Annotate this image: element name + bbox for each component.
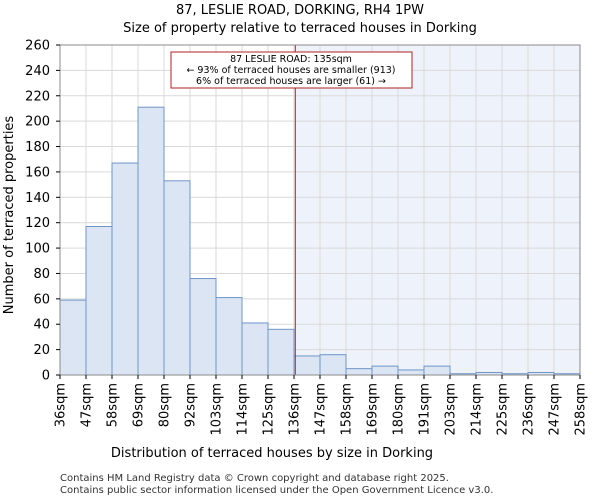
y-tick-label: 140: [25, 191, 50, 206]
x-axis-label: Distribution of terraced houses by size …: [111, 446, 433, 461]
x-tick-label: 36sqm: [54, 383, 69, 427]
bar-191sqm: [423, 365, 451, 376]
x-tick-label: 136sqm: [288, 383, 303, 436]
y-tick-label: 220: [25, 89, 50, 104]
y-axis-label: Number of terraced properties: [2, 116, 17, 315]
y-axis-ticks: 0 20 40 60 80 100 120 140 160 180 200 220 240 260: [25, 39, 60, 384]
y-tick-label: 80: [33, 267, 50, 282]
x-tick-label: 236sqm: [522, 383, 537, 436]
bar-136sqm: [293, 355, 321, 376]
x-tick-label: 114sqm: [236, 383, 251, 436]
bar-47sqm: [85, 226, 113, 376]
y-tick-label: 40: [33, 318, 50, 333]
bars: [59, 106, 581, 376]
y-tick-label: 120: [25, 216, 50, 231]
x-tick-label: 92sqm: [184, 383, 199, 427]
plot-area: 0 20 40 60 80 100 120 140 160 180 200 220 240 260 36s…: [25, 39, 588, 436]
bar-169sqm: [371, 365, 399, 376]
bar-114sqm: [241, 322, 269, 376]
bar-58sqm: [111, 162, 139, 376]
y-tick-label: 20: [33, 343, 50, 358]
x-tick-label: 191sqm: [418, 383, 433, 436]
y-tick-label: 160: [25, 165, 50, 180]
y-tick-label: 200: [25, 115, 50, 130]
annotation-line-3: 6% of terraced houses are larger (61) →: [196, 76, 386, 87]
annotation-border: [170, 51, 413, 89]
x-tick-label: 158sqm: [340, 383, 355, 436]
bar-158sqm: [345, 368, 373, 376]
footer-line-1: Contains HM Land Registry data © Crown c…: [60, 473, 449, 484]
x-tick-label: 69sqm: [132, 383, 147, 427]
y-tick-label: 100: [25, 242, 50, 257]
bar-125sqm: [267, 328, 295, 376]
x-tick-label: 147sqm: [314, 383, 329, 436]
x-tick-label: 203sqm: [444, 383, 459, 436]
annotation-box: 87 LESLIE ROAD: 135sqm ← 93% of terraced…: [170, 51, 413, 89]
larger-region-shade: [295, 45, 580, 375]
bar-80sqm: [163, 180, 191, 376]
footer-line-2: Contains public sector information licen…: [60, 485, 493, 496]
x-tick-label: 125sqm: [262, 383, 277, 436]
x-axis-ticks: 36sqm 47sqm 58sqm 69sqm 80sqm 92sqm 103sqm 114s…: [54, 375, 589, 436]
x-tick-label: 225sqm: [496, 383, 511, 436]
bar-180sqm: [397, 369, 425, 376]
x-tick-label: 214sqm: [470, 383, 485, 436]
x-tick-label: 103sqm: [210, 383, 225, 436]
x-tick-label: 180sqm: [392, 383, 407, 436]
y-tick-label: 0: [42, 369, 50, 384]
annotation-line-1: 87 LESLIE ROAD: 135sqm: [230, 54, 352, 65]
x-tick-label: 247sqm: [548, 383, 563, 436]
y-tick-label: 260: [25, 39, 50, 54]
chart-title: 87, LESLIE ROAD, DORKING, RH4 1PW: [176, 3, 424, 18]
x-tick-label: 169sqm: [366, 383, 381, 436]
bar-92sqm: [189, 278, 217, 376]
bar-103sqm: [215, 297, 243, 376]
bar-36sqm: [59, 299, 87, 376]
bar-147sqm: [319, 354, 347, 376]
x-tick-label: 258sqm: [574, 383, 589, 436]
x-tick-label: 47sqm: [80, 383, 95, 427]
y-tick-label: 240: [25, 64, 50, 79]
bar-69sqm: [137, 106, 165, 376]
x-tick-label: 58sqm: [106, 383, 121, 427]
x-tick-label: 80sqm: [158, 383, 173, 427]
chart-subtitle: Size of property relative to terraced ho…: [123, 21, 477, 36]
annotation-line-2: ← 93% of terraced houses are smaller (91…: [186, 65, 395, 76]
y-tick-label: 60: [33, 292, 50, 307]
y-tick-label: 180: [25, 140, 50, 155]
